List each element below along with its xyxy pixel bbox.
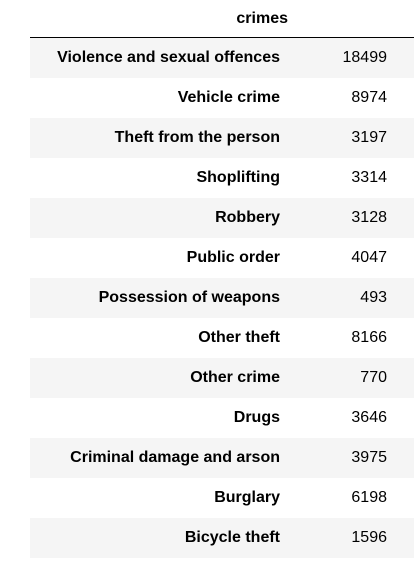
- table-row: Burglary 6198: [30, 478, 414, 518]
- row-label: Other crime: [190, 369, 280, 386]
- row-label: Violence and sexual offences: [57, 49, 280, 66]
- row-label: Vehicle crime: [177, 89, 280, 106]
- row-value: 3128: [351, 209, 387, 226]
- row-value: 4047: [351, 249, 387, 266]
- row-label: Public order: [186, 249, 280, 266]
- row-label: Other theft: [198, 329, 280, 346]
- row-label: Possession of weapons: [98, 289, 280, 306]
- table-row: Possession of weapons 493: [30, 278, 414, 318]
- table-row: Violence and sexual offences 18499: [30, 38, 414, 78]
- row-value: 3646: [351, 409, 387, 426]
- row-value: 8166: [351, 329, 387, 346]
- table-row: Other crime 770: [30, 358, 414, 398]
- table-row: Other theft 8166: [30, 318, 414, 358]
- row-value: 18499: [342, 49, 388, 66]
- table-row: Robbery 3128: [30, 198, 414, 238]
- index-name-header: crimes: [236, 10, 288, 27]
- table-row: Vehicle crime 8974: [30, 78, 414, 118]
- row-label: Criminal damage and arson: [70, 449, 280, 466]
- row-value: 493: [360, 289, 387, 306]
- row-label: Robbery: [215, 209, 280, 226]
- row-value: 8974: [351, 89, 387, 106]
- row-value: 1596: [351, 529, 387, 546]
- header-divider: [30, 37, 414, 38]
- row-label: Bicycle theft: [184, 529, 280, 546]
- row-label: Drugs: [233, 409, 280, 426]
- row-value: 3975: [351, 449, 387, 466]
- row-value: 3197: [351, 129, 387, 146]
- table-row: Shoplifting 3314: [30, 158, 414, 198]
- table-row: Bicycle theft 1596: [30, 518, 414, 558]
- table-row: Drugs 3646: [30, 398, 414, 438]
- row-label: Theft from the person: [114, 129, 280, 146]
- row-value: 3314: [351, 169, 387, 186]
- row-label: Shoplifting: [196, 169, 280, 186]
- table-row: Criminal damage and arson 3975: [30, 438, 414, 478]
- table-body: Violence and sexual offences 18499 Vehic…: [30, 38, 414, 558]
- table-row: Public order 4047: [30, 238, 414, 278]
- row-value: 6198: [351, 489, 387, 506]
- table-row: Theft from the person 3197: [30, 118, 414, 158]
- crimes-table: Violence and sexual offences 18499 Vehic…: [30, 38, 414, 558]
- row-label: Burglary: [214, 489, 280, 506]
- row-value: 770: [360, 369, 387, 386]
